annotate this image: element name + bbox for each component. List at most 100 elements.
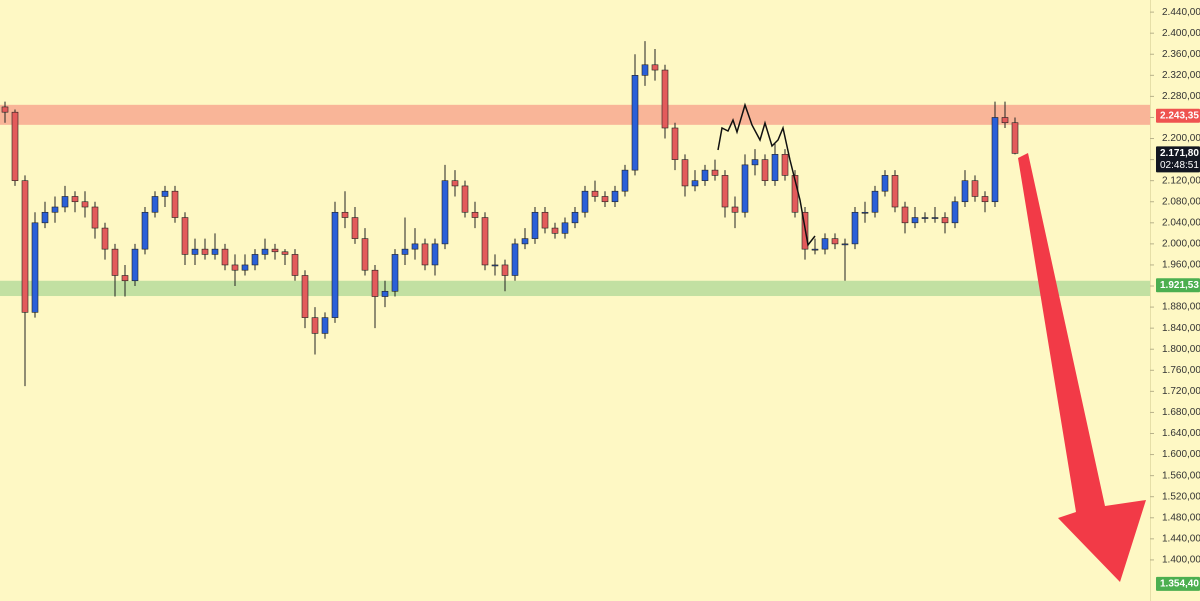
price-zone [0,280,1150,297]
y-tick-label: 2.440,00 [1162,7,1200,18]
candle-body [371,269,379,297]
candle-body [281,251,289,255]
candle-body [441,180,449,245]
candle-body [71,196,79,203]
candle-body [331,211,339,318]
candle-body [91,206,99,229]
candle-body [921,217,929,219]
candle-body [771,154,779,181]
candle-body [841,243,849,246]
candle-body [211,248,219,255]
candle-body [481,217,489,266]
candle-body [431,243,439,266]
candle-body [871,190,879,213]
candle-body [11,111,19,181]
candle-body [451,180,459,187]
candle-body [221,248,229,266]
candle-body [251,254,259,266]
zones [0,104,1150,297]
candle-body [721,175,729,208]
candle-body [581,190,589,213]
candle-body [1011,122,1019,154]
candle-body [691,180,699,187]
candle-body [951,201,959,224]
y-tick-label: 1.720,00 [1162,386,1200,397]
candle-body [731,206,739,213]
candle-body [741,164,749,213]
candle-body [271,248,279,253]
candle-body [591,190,599,197]
y-tick-label: 1.640,00 [1162,428,1200,439]
candle-body [901,206,909,224]
y-tick-label: 1.560,00 [1162,470,1200,481]
candle-body [711,169,719,176]
candle-body [471,211,479,218]
y-tick-label: 2.360,00 [1162,49,1200,60]
candle-body [781,154,789,176]
y-tick-label: 2.200,00 [1162,133,1200,144]
y-tick-label: 1.520,00 [1162,491,1200,502]
candle-body [551,227,559,234]
y-tick-label: 1.840,00 [1162,323,1200,334]
candle-body [341,211,349,218]
candle-body [601,196,609,203]
candle-body [41,211,49,224]
candle-body [831,238,839,245]
candle-body [171,190,179,218]
y-tick-label: 1.680,00 [1162,407,1200,418]
candle-body [751,159,759,166]
candle-body [301,275,309,318]
candle-body [611,190,619,203]
y-tick-label: 1.960,00 [1162,260,1200,271]
hand-drawn-pattern [717,102,816,247]
y-tick-label: 1.800,00 [1162,344,1200,355]
price-zone [0,104,1150,125]
candle-body [191,248,199,255]
candle-body [821,238,829,250]
price-label: 2.171,80 [1160,148,1199,159]
candle-body [881,175,889,192]
price-label-box [1156,108,1200,123]
candle-body [621,169,629,192]
y-tick-label: 2.400,00 [1162,28,1200,39]
y-tick-label: 1.480,00 [1162,512,1200,523]
candle-body [861,211,869,214]
candle-body [631,75,639,171]
candle-body [971,180,979,197]
candle-body [891,175,899,208]
price-label: 1.921,53 [1160,280,1199,291]
candle-body [521,238,529,245]
y-tick-label: 1.760,00 [1162,365,1200,376]
y-tick-label: 1.600,00 [1162,449,1200,460]
candle-body [1,106,9,113]
candle-body [231,264,239,271]
candle-body [121,275,129,282]
price-label-box [1156,278,1200,293]
candle-body [201,248,209,255]
candle-body [681,159,689,187]
candle-body [511,243,519,276]
candle-body [61,196,69,208]
down-arrow [1018,153,1146,582]
candle-body [701,169,709,181]
candle-body [561,222,569,234]
candle-body [261,248,269,255]
candle-body [911,217,919,224]
y-tick-label: 2.000,00 [1162,239,1200,250]
y-tick-label: 2.080,00 [1162,196,1200,207]
candle-body [161,190,169,197]
candle-body [101,227,109,250]
price-label: 2.243,35 [1160,110,1199,121]
candle-body [131,248,139,282]
candle-body [641,64,649,76]
price-label-box [1156,576,1200,591]
y-tick-label: 1.880,00 [1162,302,1200,313]
candle-body [111,248,119,276]
candle-body [501,264,509,276]
candle-body [321,317,329,334]
candle-body [931,217,939,219]
candle-body [351,217,359,239]
